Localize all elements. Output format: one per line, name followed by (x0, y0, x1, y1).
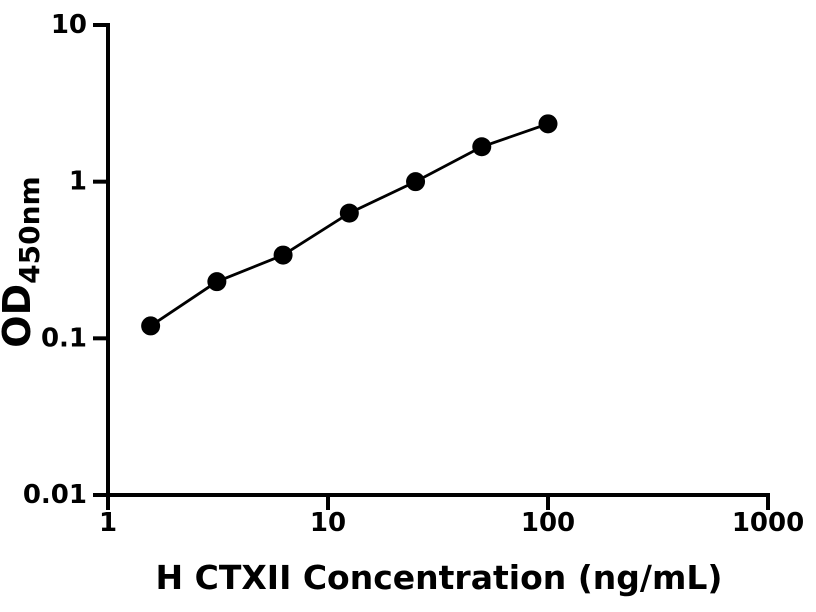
axes (106, 23, 770, 497)
y-axis-title-subscript: 450nm (13, 176, 46, 284)
x-axis-title: H CTXII Concentration (ng/mL) (156, 558, 723, 597)
data-point (141, 316, 161, 336)
data-point (273, 245, 293, 265)
data-point (538, 114, 558, 134)
x-tick-label: 1000 (732, 508, 804, 538)
tick-labels: 10 1 0.1 0.01 1 10 100 1000 (23, 10, 804, 538)
x-tick-label: 1 (99, 508, 117, 538)
x-tick-label: 100 (521, 508, 575, 538)
y-axis-title: OD450nm (0, 176, 46, 347)
y-axis-title-main: OD (0, 284, 39, 348)
tick-marks (93, 23, 770, 510)
data-point (472, 137, 492, 157)
data-point (207, 272, 227, 292)
data-series (141, 114, 558, 336)
data-point (339, 203, 359, 223)
x-tick-label: 10 (310, 508, 346, 538)
y-tick-label: 1 (69, 167, 87, 197)
data-point (406, 172, 426, 192)
series-line (149, 122, 549, 328)
y-tick-label: 0.1 (41, 323, 87, 353)
y-tick-label: 0.01 (23, 480, 87, 510)
y-tick-label: 10 (51, 10, 87, 40)
